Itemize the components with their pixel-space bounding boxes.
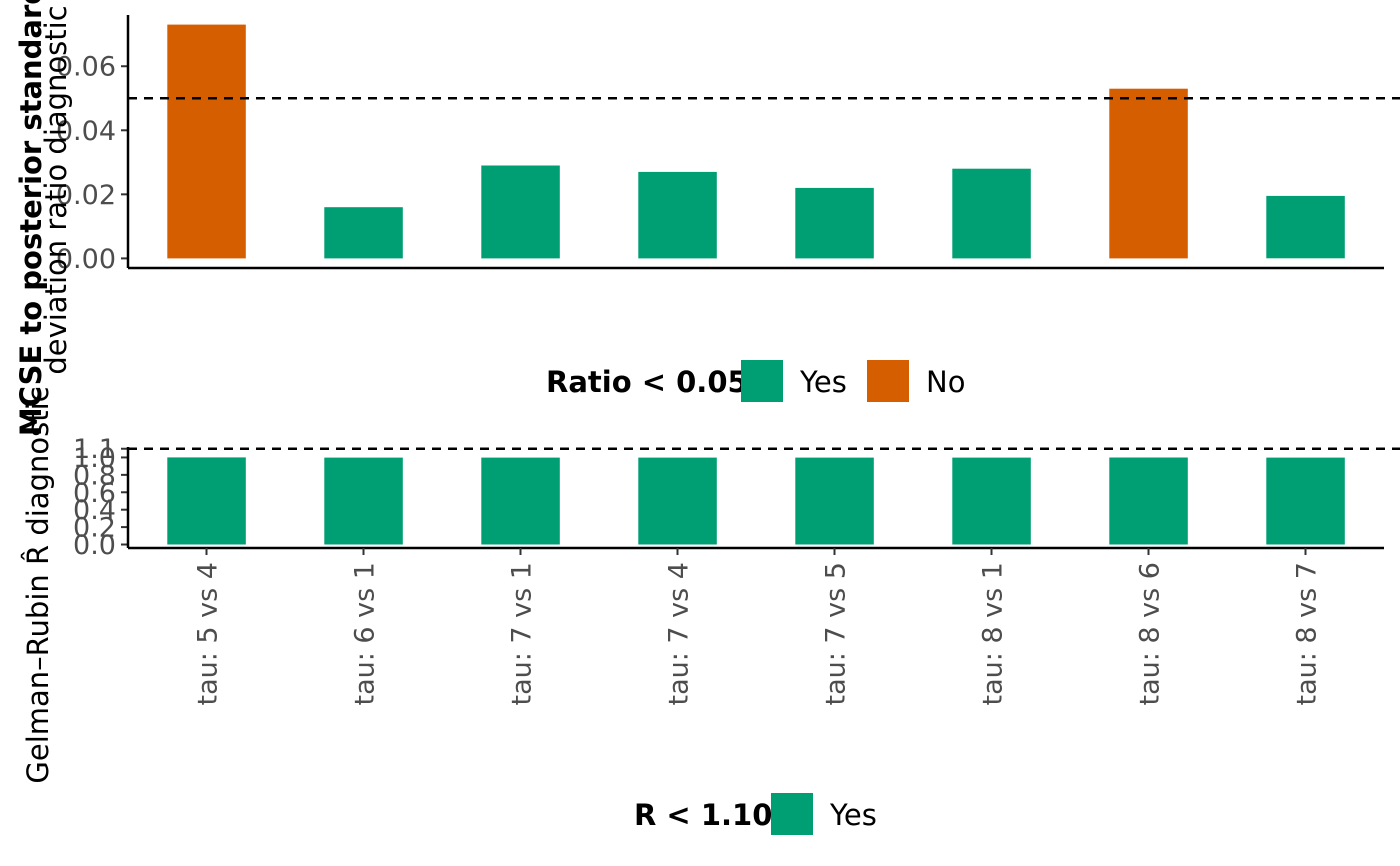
mcse-legend-swatch-no <box>867 360 909 402</box>
mcse-y-tick-label: 0.06 <box>56 52 116 83</box>
rhat-y-tick-label: 0.0 <box>73 530 116 561</box>
mcse-legend-label-no: No <box>926 365 965 399</box>
mcse-bar <box>324 207 403 259</box>
mcse-bar <box>481 165 560 259</box>
rhat-legend-title: R < 1.10 <box>634 798 772 832</box>
rhat-y-tick-label: 1.1 <box>73 434 116 465</box>
mcse-legend-swatch-yes <box>741 360 783 402</box>
x-tick-label: tau: 8 vs 6 <box>1135 562 1166 706</box>
mcse-legend-title: Ratio < 0.05 <box>546 365 748 399</box>
mcse-bar <box>638 171 717 259</box>
rhat-legend: R < 1.10 Yes <box>634 793 877 835</box>
rhat-legend-label-yes: Yes <box>829 798 877 832</box>
rhat-bar <box>167 457 246 545</box>
rhat-y-ticks: 0.00.20.40.60.81.01.1 <box>73 434 128 561</box>
mcse-panel: 0.00 0.02 0.04 0.06 MCSE to posterior stand… <box>14 0 1400 436</box>
rhat-bar <box>795 457 874 545</box>
mcse-y-axis-title-line1: MCSE to posterior standard <box>14 0 48 436</box>
rhat-y-tick-label: 1.0 <box>73 443 116 474</box>
rhat-legend-swatch-yes <box>771 793 813 835</box>
rhat-bar <box>1109 457 1188 545</box>
mcse-bar <box>1266 195 1345 259</box>
mcse-bar <box>952 168 1031 259</box>
mcse-y-axis-title-line2: deviation ratio diagnostic <box>39 5 73 374</box>
mcse-legend: Ratio < 0.05 Yes No <box>546 360 965 402</box>
x-tick-label: tau: 6 vs 1 <box>350 562 381 706</box>
mcse-y-ticks: 0.00 0.02 0.04 0.06 <box>56 52 128 275</box>
x-tick-label: tau: 5 vs 4 <box>193 562 224 706</box>
rhat-y-tick-label: 0.6 <box>73 478 116 509</box>
mcse-y-tick-label: 0.02 <box>56 180 116 211</box>
x-tick-label: tau: 7 vs 5 <box>821 562 852 706</box>
rhat-bars <box>167 457 1345 545</box>
rhat-y-axis-title: Gelman–Rubin R̂ diagnostic <box>21 386 55 783</box>
mcse-y-tick-label: 0.04 <box>56 116 116 147</box>
mcse-bar <box>167 24 246 259</box>
x-tick-label: tau: 8 vs 1 <box>978 562 1009 706</box>
rhat-y-tick-label: 0.8 <box>73 460 116 491</box>
rhat-x-ticks: tau: 5 vs 4 tau: 6 vs 1 tau: 7 vs 1 tau: 7 … <box>193 548 1323 706</box>
mcse-legend-label-yes: Yes <box>799 365 847 399</box>
mcse-bar <box>795 187 874 259</box>
mcse-bar <box>1109 88 1188 259</box>
rhat-y-tick-label: 0.4 <box>73 495 116 526</box>
rhat-bar <box>324 457 403 545</box>
rhat-bar <box>481 457 560 545</box>
mcse-y-tick-label: 0.00 <box>56 244 116 275</box>
mcse-bars <box>167 24 1345 259</box>
rhat-bar <box>638 457 717 545</box>
rhat-bar <box>1266 457 1345 545</box>
rhat-panel: 0.00.20.40.60.81.01.1 tau: 5 vs 4 tau: 6 … <box>21 386 1400 784</box>
rhat-y-tick-label: 0.2 <box>73 513 116 544</box>
x-tick-label: tau: 7 vs 4 <box>664 562 695 706</box>
rhat-bar <box>952 457 1031 545</box>
x-tick-label: tau: 7 vs 1 <box>507 562 538 706</box>
x-tick-label: tau: 8 vs 7 <box>1292 562 1323 706</box>
